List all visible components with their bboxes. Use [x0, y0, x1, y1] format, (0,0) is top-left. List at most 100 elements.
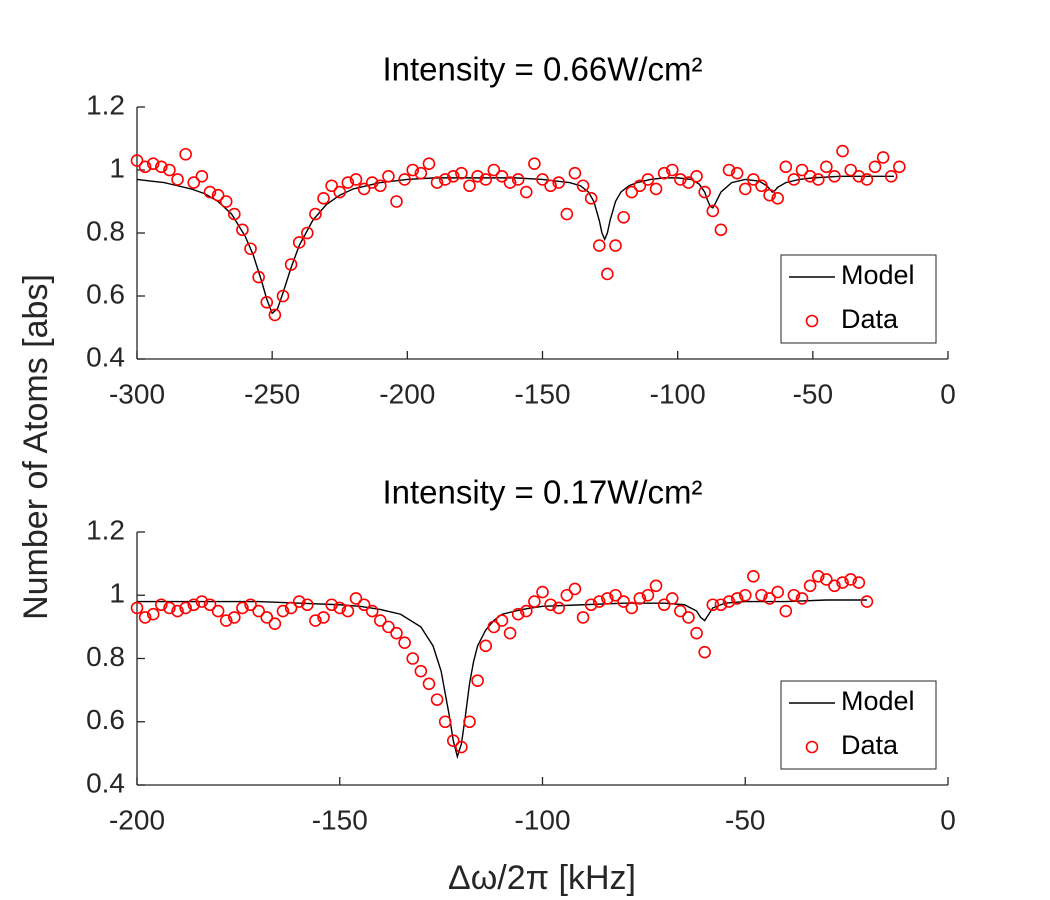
data-point	[738, 588, 752, 602]
data-point	[552, 601, 566, 615]
data-point	[617, 595, 630, 608]
data-point	[495, 614, 509, 627]
data-point	[649, 579, 663, 593]
data-point	[487, 620, 501, 634]
chart-title: Intensity = 0.66W/cm²	[382, 51, 702, 88]
y-tick-label: 1.2	[86, 514, 125, 545]
data-point	[560, 588, 574, 602]
data-point	[722, 595, 736, 608]
chart-title: Intensity = 0.17W/cm²	[382, 474, 702, 511]
data-point	[674, 173, 687, 186]
data-point	[309, 207, 322, 221]
data-point	[211, 604, 225, 618]
data-point	[228, 207, 241, 221]
data-point	[828, 579, 841, 593]
data-point	[471, 170, 484, 183]
data-point	[438, 173, 452, 186]
data-point	[779, 604, 793, 618]
data-point	[373, 179, 387, 193]
data-point	[341, 604, 355, 618]
data-point	[714, 598, 728, 612]
data-point	[260, 295, 274, 309]
data-point	[252, 270, 265, 284]
data-point	[495, 170, 509, 183]
data-point	[820, 573, 833, 586]
data-point	[155, 160, 168, 174]
data-point	[592, 595, 606, 608]
data-point	[828, 170, 841, 183]
data-point	[641, 173, 655, 186]
data-point	[852, 576, 866, 589]
data-point	[811, 569, 825, 583]
data-point	[625, 185, 639, 199]
legend-swatch	[805, 740, 819, 754]
legend-label: Data	[841, 730, 899, 760]
data-point	[519, 185, 533, 199]
data-point	[609, 239, 622, 252]
data-point	[390, 626, 403, 640]
data-point	[138, 611, 152, 624]
data-point	[163, 163, 176, 177]
data-point	[236, 223, 249, 237]
data-point	[219, 195, 233, 208]
data-point	[276, 289, 290, 303]
data-point	[836, 144, 849, 158]
data-point	[584, 192, 598, 205]
data-point	[171, 173, 184, 186]
data-point	[365, 176, 379, 189]
data-point	[763, 188, 776, 202]
data-point	[544, 179, 557, 193]
y-tick-label: 1.2	[86, 89, 125, 120]
data-point	[471, 674, 484, 687]
data-point	[730, 166, 744, 180]
data-point	[171, 604, 184, 618]
data-point	[284, 258, 298, 271]
data-point	[446, 170, 460, 183]
data-point	[479, 639, 493, 653]
data-point	[130, 154, 144, 167]
x-tick-label: -150	[514, 378, 570, 409]
data-point	[398, 636, 411, 649]
x-tick-label: 0	[940, 378, 956, 409]
data-point	[195, 170, 209, 183]
data-point	[617, 210, 630, 224]
legend-label: Model	[841, 260, 915, 290]
data-point	[641, 588, 655, 602]
legend-label: Model	[841, 686, 915, 716]
data-point	[203, 598, 217, 612]
x-tick-label: 0	[940, 804, 956, 835]
data-point	[228, 611, 241, 624]
data-point	[844, 573, 857, 586]
y-tick-label: 0.6	[86, 704, 125, 735]
data-point	[252, 604, 265, 618]
data-point	[884, 170, 898, 183]
data-point	[690, 626, 703, 640]
data-point	[236, 601, 249, 615]
legend-box	[780, 254, 937, 344]
y-tick-label: 1	[109, 152, 125, 183]
data-point	[146, 607, 160, 621]
data-point	[179, 147, 192, 161]
x-tick-label: -300	[109, 378, 165, 409]
data-point	[317, 192, 330, 205]
data-point	[730, 592, 744, 605]
data-point	[779, 160, 793, 174]
y-tick-label: 0.8	[86, 215, 125, 246]
data-point	[333, 601, 347, 615]
data-point	[349, 173, 363, 186]
data-point	[771, 192, 784, 205]
data-point	[455, 166, 468, 180]
data-point	[325, 598, 338, 612]
data-point	[584, 598, 598, 612]
data-point	[803, 579, 817, 593]
data-point	[568, 166, 582, 180]
data-point	[787, 588, 801, 602]
data-point	[852, 170, 866, 183]
data-point	[665, 592, 679, 605]
data-point	[706, 598, 720, 612]
y-tick-label: 1	[109, 578, 125, 609]
y-axis-label: Number of Atoms [abs]	[17, 274, 55, 620]
data-point	[528, 595, 541, 608]
